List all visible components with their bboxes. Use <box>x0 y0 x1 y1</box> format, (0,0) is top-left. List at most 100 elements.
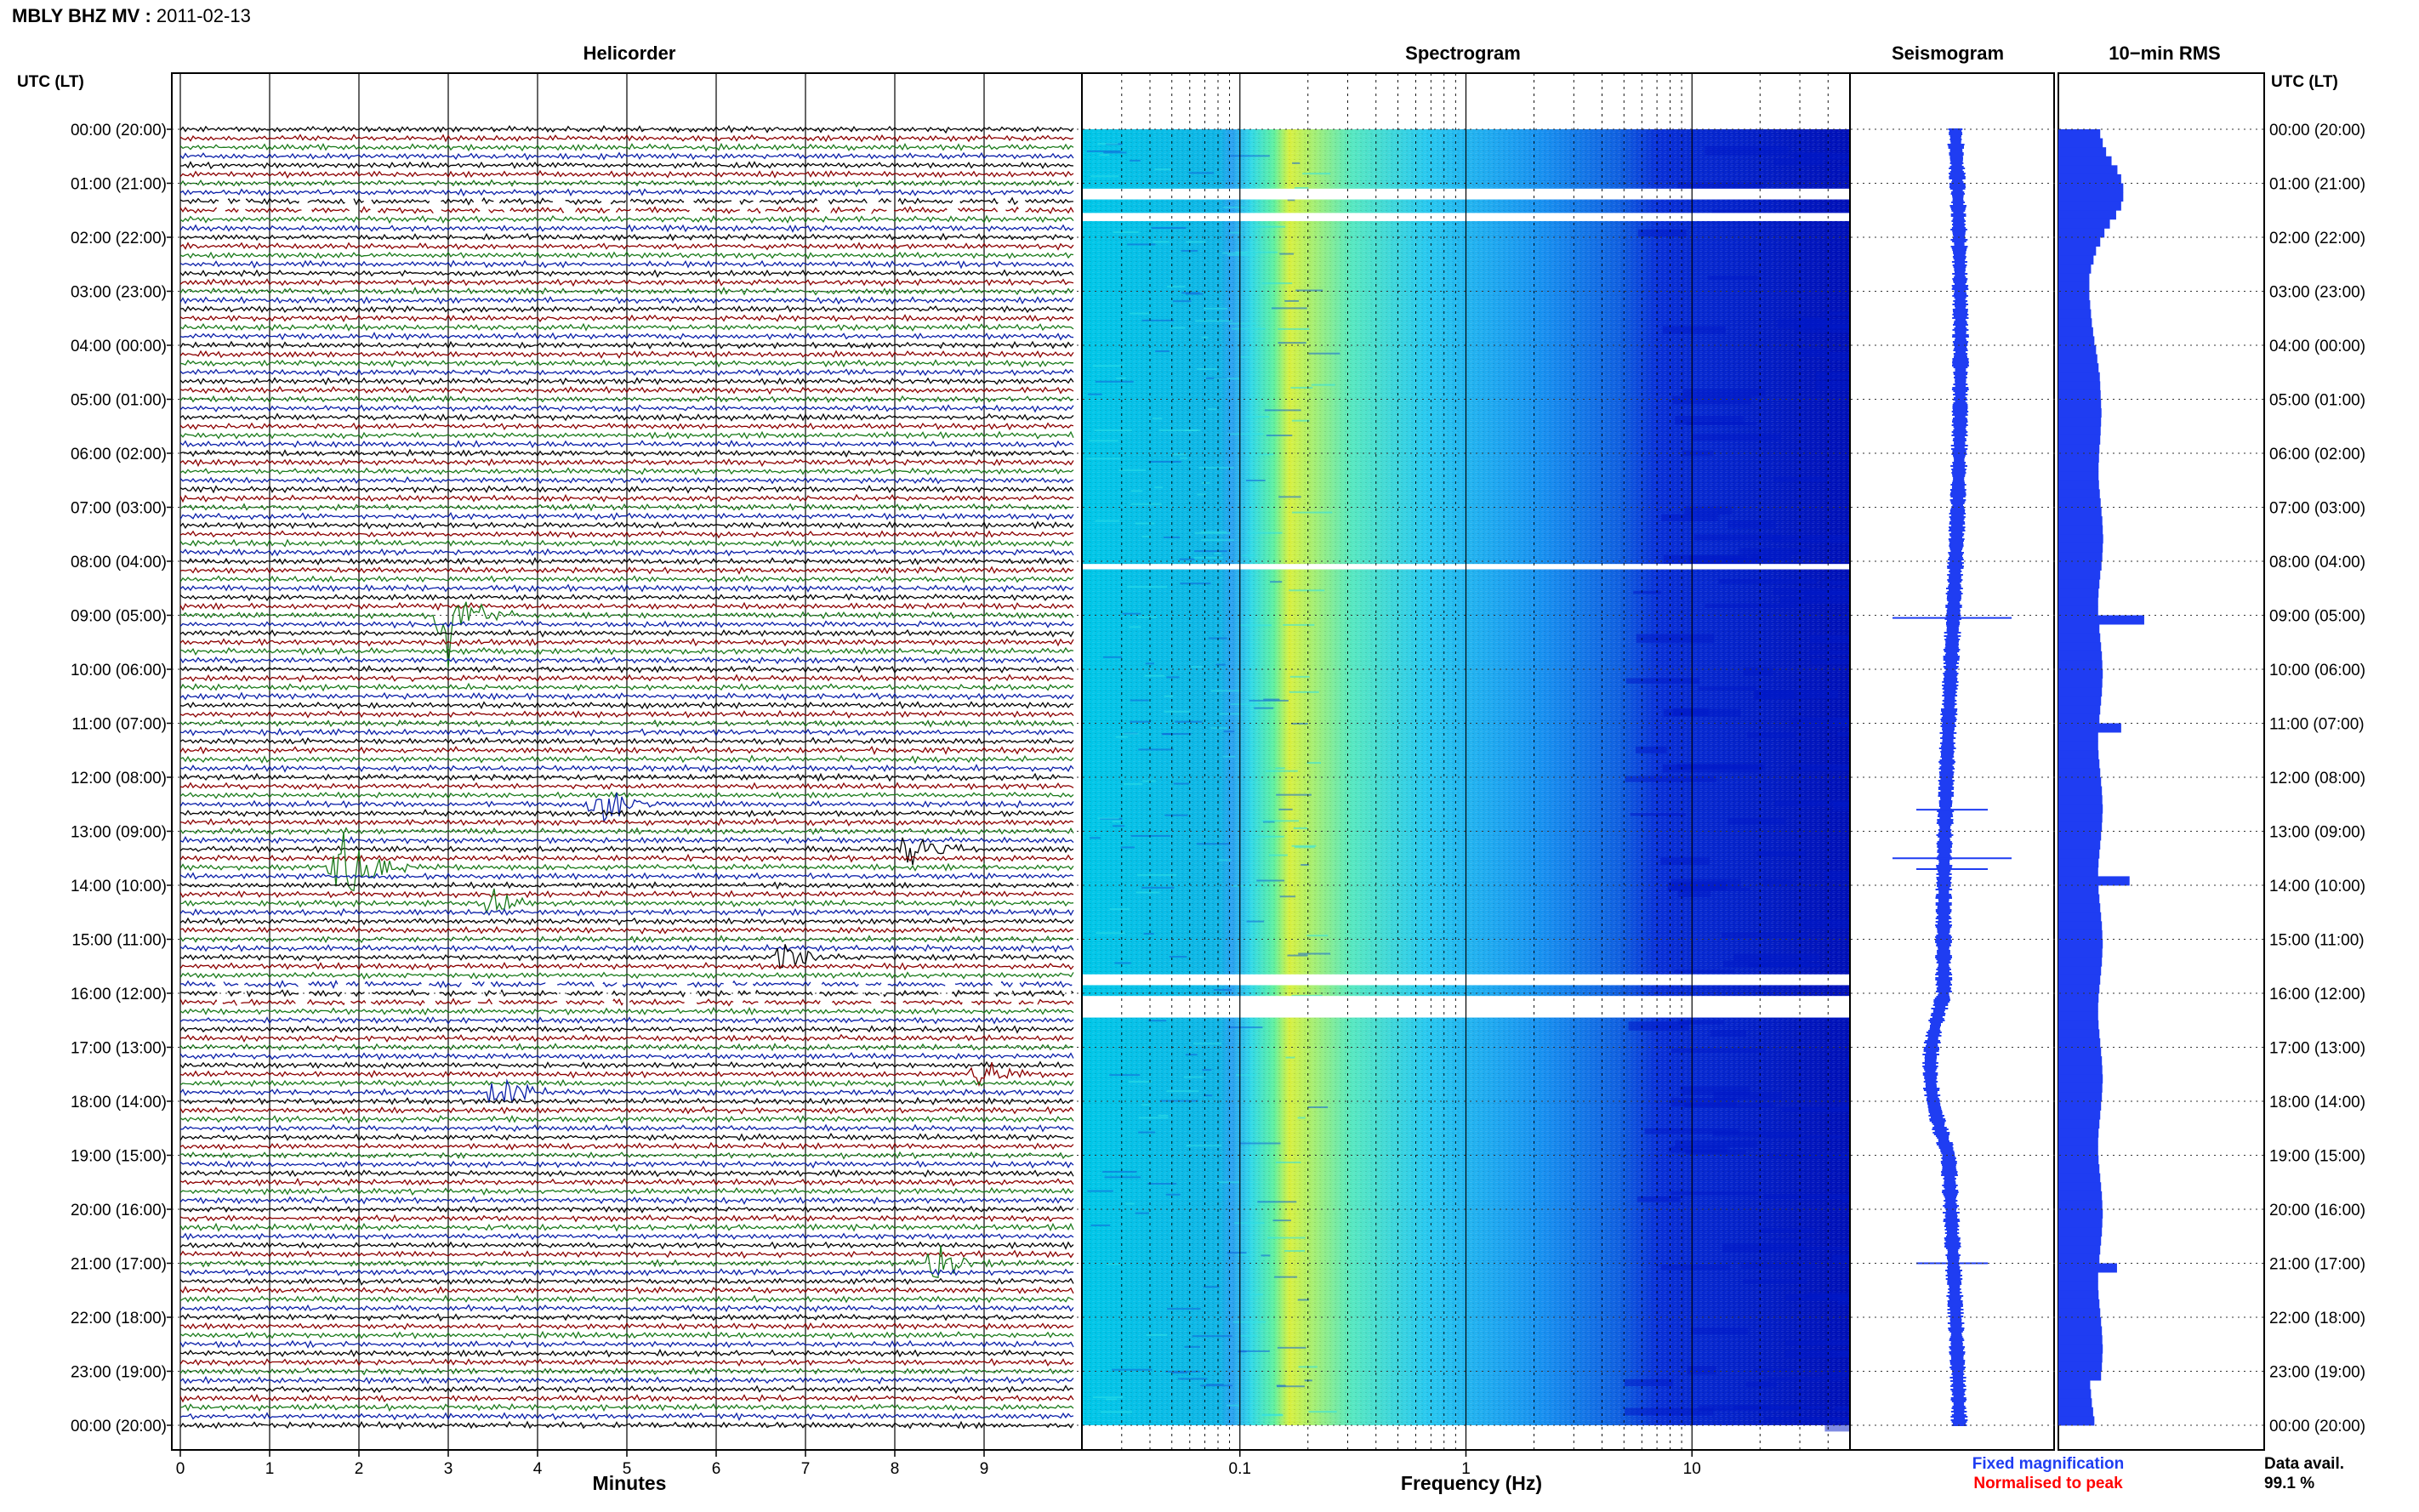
rms-bar <box>2058 138 2103 148</box>
rms-bar <box>2058 885 2099 895</box>
rms-bar <box>2058 363 2099 373</box>
spectrogram-streak <box>1227 1252 1247 1254</box>
time-tick-label: 13:00 (09:00) <box>2269 824 2365 842</box>
spectrogram-streak <box>1294 187 1309 190</box>
rms-bar <box>2058 1200 2103 1210</box>
spectrogram-blotch <box>1763 1194 1844 1199</box>
rms-bar <box>2058 462 2099 472</box>
rms-bar <box>2058 642 2102 652</box>
helicorder-trace <box>179 214 1074 225</box>
spectrogram-blotch <box>1748 963 1821 968</box>
spectrogram-streak <box>1219 713 1243 715</box>
spectrogram-blotch <box>1684 1103 1773 1108</box>
spectrogram-streak <box>1201 539 1235 542</box>
time-tick-label: 01:00 (21:00) <box>2269 176 2365 194</box>
spectrogram-streak <box>1283 623 1315 626</box>
spectrogram-streak <box>1230 703 1259 706</box>
helicorder-trace <box>179 1313 1074 1322</box>
helicorder-trace <box>179 377 1074 386</box>
rms-panel <box>2058 72 2265 1451</box>
spectrogram-blotch <box>1801 919 1871 929</box>
rms-bar <box>2058 840 2101 850</box>
rms-bar <box>2058 786 2103 796</box>
helicorder-trace <box>179 1024 1074 1034</box>
rms-bar <box>2058 1145 2098 1156</box>
spectrogram-streak <box>1239 1334 1257 1337</box>
spectrogram-blotch <box>1662 326 1726 334</box>
spectrogram-streak <box>1228 322 1257 325</box>
helicorder-trace <box>179 1141 1074 1151</box>
spectrogram-streak <box>1289 675 1310 678</box>
spectrogram-streak <box>1245 480 1266 482</box>
rms-bar <box>2058 1236 2102 1246</box>
helicorder-trace <box>179 979 1074 990</box>
spectrogram-streak <box>1291 844 1317 847</box>
spectrogram-streak <box>1138 748 1174 751</box>
spectrogram-streak <box>1223 730 1235 733</box>
spectrogram-blotch <box>1687 1366 1716 1375</box>
spectrogram-streak <box>1263 821 1275 823</box>
helicorder-trace <box>179 1061 1074 1087</box>
helicorder-x-tick-label: 5 <box>623 1460 632 1478</box>
spectrogram-streak <box>1201 336 1209 338</box>
spectrogram-blotch <box>1663 708 1741 717</box>
helicorder-trace <box>179 430 1074 440</box>
spectrogram-streak <box>1128 1081 1153 1083</box>
helicorder-trace <box>179 251 1074 260</box>
spectrogram-streak <box>1164 814 1188 816</box>
rms-bar <box>2058 984 2100 994</box>
spectrogram-streak <box>1173 782 1190 785</box>
rms-bar <box>2058 588 2099 598</box>
spectrogram-streak <box>1278 327 1310 330</box>
spectrogram-streak <box>1254 707 1274 709</box>
rms-bar <box>2058 408 2102 418</box>
spectrogram-streak <box>1109 1074 1141 1077</box>
helicorder-trace <box>179 1384 1074 1395</box>
spectrogram-blotch <box>1660 857 1710 865</box>
rms-bar <box>2058 1065 2103 1075</box>
time-tick-label: 05:00 (01:00) <box>2269 392 2365 410</box>
helicorder-trace <box>179 998 1074 1007</box>
left-time-axis-header: UTC (LT) <box>17 73 84 91</box>
spectrogram-streak <box>1165 1193 1181 1196</box>
spectrogram-streak <box>1154 486 1163 489</box>
rms-bar <box>2058 165 2118 175</box>
spectrogram-streak <box>1270 581 1283 583</box>
spectrogram-streak <box>1103 151 1127 154</box>
helicorder-trace <box>179 448 1074 458</box>
helicorder-x-tick-label: 0 <box>176 1460 185 1478</box>
spectrogram-streak <box>1112 1368 1153 1371</box>
legend-normalised-to-peak: Normalised to peak <box>1973 1475 2123 1492</box>
rms-bar <box>2058 273 2090 283</box>
spectrogram-streak <box>1222 252 1247 254</box>
spectrogram-blotch <box>1791 717 1883 727</box>
spectrogram-streak <box>1239 1142 1281 1145</box>
rms-bar <box>2058 1353 2103 1363</box>
spectrogram-streak <box>1120 846 1135 849</box>
helicorder-trace <box>179 395 1074 404</box>
spectrogram-blotch <box>1671 1049 1765 1054</box>
rms-bar <box>2058 813 2103 823</box>
spectrogram-streak <box>1284 299 1300 302</box>
spectrogram-streak <box>1227 433 1264 435</box>
time-tick-label: 13:00 (09:00) <box>71 824 167 842</box>
spectrogram-blotch <box>1633 590 1661 594</box>
rms-bar <box>2058 957 2103 967</box>
spectrogram-streak <box>1095 380 1134 383</box>
spectrogram-blotch <box>1662 764 1763 773</box>
time-tick-label: 20:00 (16:00) <box>71 1202 167 1219</box>
spectrogram-blotch <box>1712 1131 1800 1137</box>
spectrogram-streak <box>1130 490 1143 492</box>
rms-bar <box>2058 921 2103 931</box>
rms-bar <box>2058 1029 2100 1039</box>
spectrogram-streak <box>1188 172 1215 174</box>
rms-bar <box>2058 281 2090 292</box>
spectrogram-streak <box>1137 616 1158 618</box>
spectrogram-streak <box>1113 231 1139 234</box>
time-tick-label: 19:00 (15:00) <box>2269 1148 2365 1166</box>
helicorder-trace <box>179 530 1074 539</box>
time-tick-label: 20:00 (16:00) <box>2269 1202 2365 1219</box>
rms-bar <box>2058 929 2103 940</box>
rms-bar <box>2058 237 2101 247</box>
spectrogram-x-tick-label: 1 <box>1461 1460 1471 1478</box>
